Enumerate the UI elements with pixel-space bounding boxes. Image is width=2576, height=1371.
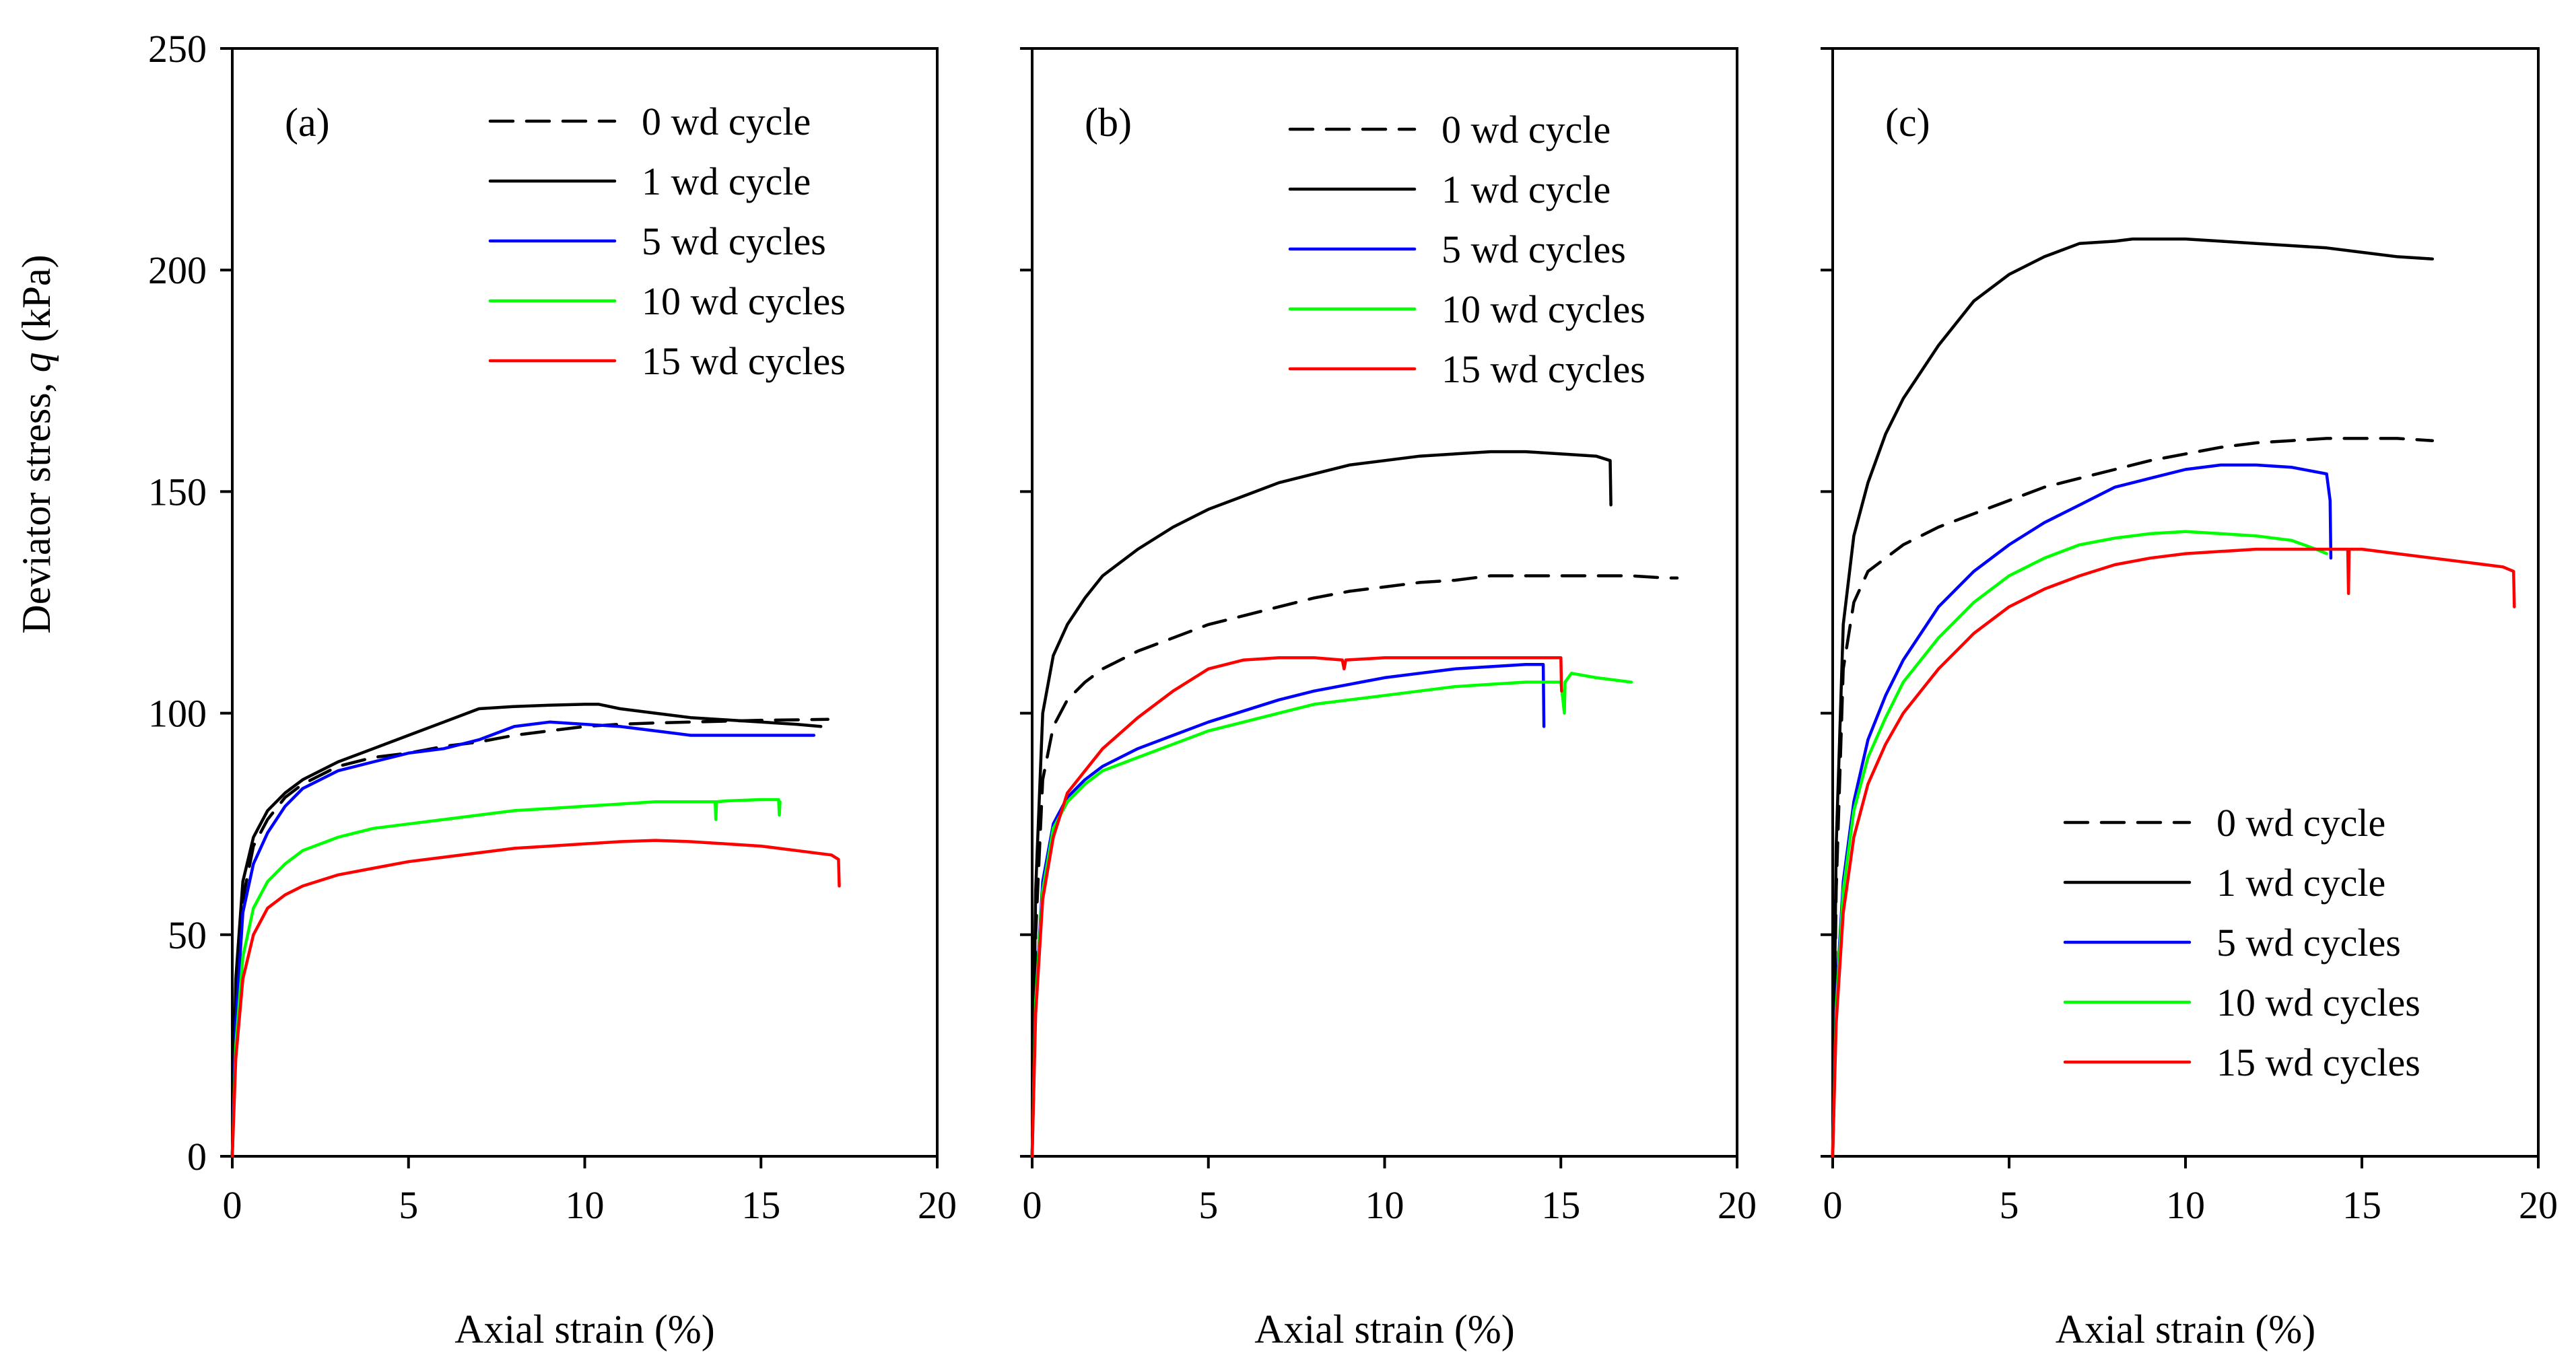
panel-2-legend-label-4: 10 wd cycles: [1442, 287, 1646, 331]
panel-1-legend-label-4: 10 wd cycles: [642, 279, 846, 323]
panel-2-x-tick-label: 20: [1718, 1183, 1757, 1227]
panel-1-x-tick-label: 20: [918, 1183, 957, 1227]
panel-3-x-tick-label: 20: [2519, 1183, 2558, 1227]
panel-1-series-4-line: [230, 798, 782, 1158]
panel-1-y-tick-label: 0: [187, 1135, 207, 1179]
panel-3-x-tick-label: 0: [1823, 1183, 1843, 1227]
panel-2-series-3-line: [1030, 662, 1546, 1158]
panel-2-series-2-line: [1030, 450, 1613, 1158]
panel-1-x-tick-label: 5: [399, 1183, 418, 1227]
panel-1-y-tick-label: 200: [148, 248, 207, 292]
panel-1-x-tick-label: 0: [223, 1183, 242, 1227]
panel-1-y-tick-label: 50: [168, 913, 207, 957]
y-axis-title-unit: (kPa): [14, 254, 59, 352]
panel-2-series-4-line: [1030, 672, 1633, 1158]
panel-2-legend-label-5: 15 wd cycles: [1442, 347, 1646, 391]
panel-2-legend-label-2: 1 wd cycle: [1442, 168, 1611, 211]
panel-1-legend-label-2: 1 wd cycle: [642, 160, 811, 203]
panel-1-series-5-line: [230, 839, 841, 1158]
panel-3-x-tick-label: 10: [2166, 1183, 2205, 1227]
panel-3-series-2-line: [1831, 237, 2435, 1158]
panel-1-plot-frame: [231, 47, 939, 1158]
panel-3-series-5-line: [1831, 547, 2516, 1158]
panel-1-y-tick-label: 250: [148, 27, 207, 71]
panel-2-series-1-line: [1030, 574, 1679, 1158]
panel-2-x-tick-label: 5: [1198, 1183, 1218, 1227]
panel-3-legend-label-3: 5 wd cycles: [2216, 921, 2401, 964]
panel-1-series-1-line: [230, 717, 829, 1158]
panel-1-series-2-line: [230, 703, 823, 1158]
panel-2-x-tick-label: 0: [1023, 1183, 1042, 1227]
panel-3-series-4-line: [1831, 530, 2328, 1158]
panel-3-x-axis-title: Axial strain (%): [2056, 1307, 2316, 1351]
panel-1-x-axis-title: Axial strain (%): [454, 1307, 715, 1351]
panel-3-plot-frame: [1831, 47, 2540, 1158]
panel-2-x-tick-label: 10: [1365, 1183, 1404, 1227]
panel-2: 0 5 10 15 20 Axial strain (%) (b) 0 wd cycle 1 w…: [1020, 47, 1757, 1351]
panel-3-x-tick-label: 5: [2000, 1183, 2019, 1227]
panel-1-y-tick-label: 150: [148, 470, 207, 514]
panel-2-legend-label-3: 5 wd cycles: [1442, 227, 1626, 271]
panel-2-series-5-line: [1030, 656, 1563, 1158]
panel-3-legend-label-5: 15 wd cycles: [2216, 1041, 2420, 1084]
y-axis-title-prefix: Deviator stress,: [14, 372, 59, 633]
panel-1-x-tick-label: 15: [741, 1183, 780, 1227]
panel-1-y-tick-label: 100: [148, 692, 207, 736]
panel-3-x-tick-label: 15: [2342, 1183, 2381, 1227]
panel-3-series-1-line: [1831, 437, 2435, 1158]
panel-3: 0 5 10 15 20 Axial strain (%) (c) 0 wd cycle 1 w…: [1821, 47, 2558, 1351]
y-axis-title: Deviator stress, q (kPa): [14, 254, 59, 633]
panel-2-legend-label-1: 0 wd cycle: [1442, 108, 1611, 151]
panel-1-series-3-line: [230, 720, 816, 1158]
panel-3-legend-label-1: 0 wd cycle: [2216, 801, 2385, 845]
panel-3-series-3-line: [1831, 463, 2333, 1158]
panel-2-legend: 0 wd cycle 1 wd cycle 5 wd cycles 10 wd cyc…: [1288, 108, 1646, 391]
panel-2-x-tick-label: 15: [1541, 1183, 1580, 1227]
panel-1-legend: 0 wd cycle 1 wd cycle 5 wd cycles 10 wd cyc…: [488, 100, 846, 383]
panel-2-label: (b): [1085, 100, 1132, 145]
panel-1-legend-label-3: 5 wd cycles: [642, 219, 826, 263]
panel-1-legend-label-1: 0 wd cycle: [642, 100, 811, 143]
panel-1-legend-label-5: 15 wd cycles: [642, 339, 846, 383]
panel-2-plot-frame: [1031, 47, 1738, 1158]
y-axis-title-variable: q: [14, 352, 59, 372]
panel-3-legend-label-2: 1 wd cycle: [2216, 861, 2385, 905]
panel-1-x-tick-label: 10: [566, 1183, 605, 1227]
panel-2-x-axis-title: Axial strain (%): [1254, 1307, 1515, 1351]
panel-3-label: (c): [1885, 100, 1930, 145]
panel-3-legend-label-4: 10 wd cycles: [2216, 981, 2420, 1024]
panel-1-label: (a): [285, 100, 330, 145]
panel-3-legend: 0 wd cycle 1 wd cycle 5 wd cycles 10 wd cyc…: [2063, 801, 2420, 1084]
